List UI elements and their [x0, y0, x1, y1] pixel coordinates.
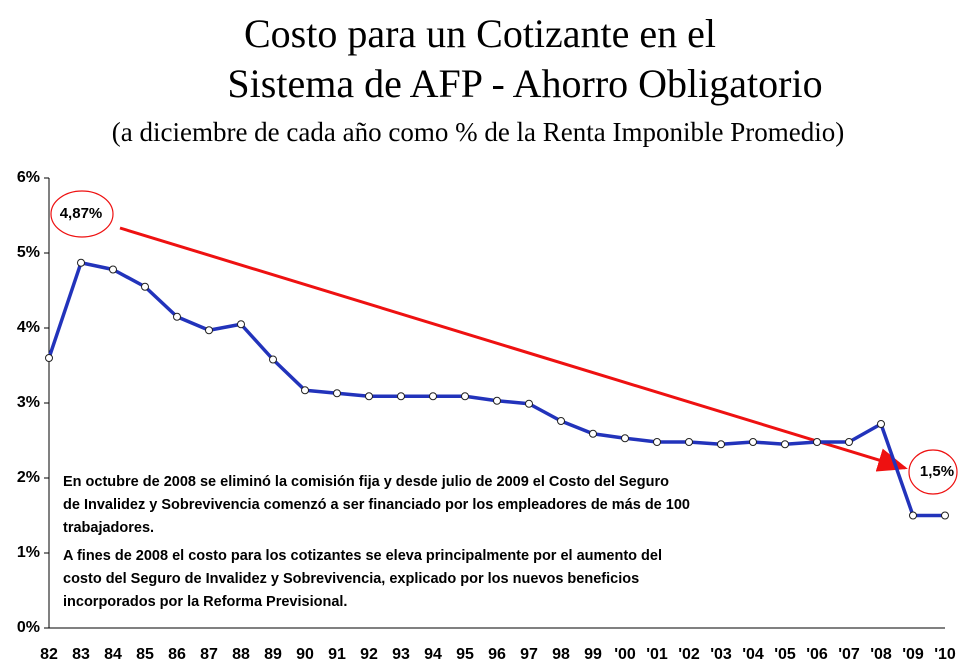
chart-title: Sistema de AFP - Ahorro Obligatorio [227, 61, 822, 106]
point [717, 440, 725, 449]
highlight-circle [908, 449, 958, 495]
x-tick-label: 96 [488, 646, 506, 663]
point [429, 392, 437, 401]
note: incorporados por la Reforma Previsional. [63, 594, 347, 610]
x-tick-label: 85 [136, 646, 154, 663]
highlight-circle [50, 190, 114, 238]
x-tick-label: 92 [360, 646, 378, 663]
point [205, 326, 213, 335]
point [877, 420, 885, 428]
chart-title: Costo para un Cotizante en el [244, 11, 716, 56]
point [45, 354, 53, 362]
point [109, 265, 117, 274]
point [77, 258, 85, 267]
point [845, 438, 853, 446]
point [813, 438, 821, 446]
x-tick-label: '01 [646, 646, 668, 663]
x-tick-label: 93 [392, 646, 410, 663]
point [749, 438, 757, 446]
x-tick-label: 88 [232, 646, 250, 663]
point [909, 511, 917, 520]
point [525, 399, 533, 408]
y-tick-label: 0% [17, 619, 40, 636]
note: En octubre de 2008 se eliminó la comisió… [63, 474, 669, 490]
point [301, 386, 309, 395]
point [397, 392, 405, 401]
point [589, 429, 597, 438]
y-tick-label: 2% [17, 469, 40, 486]
y-tick-label: 3% [17, 394, 40, 411]
value-label: 4,87% [60, 205, 103, 222]
point [365, 392, 373, 401]
x-tick-label: 91 [328, 646, 346, 663]
point [269, 355, 277, 364]
point [173, 312, 181, 321]
x-tick-label: '02 [678, 646, 700, 663]
note: A fines de 2008 el costo para los cotiza… [63, 548, 662, 564]
x-tick-label: 87 [200, 646, 218, 663]
point [621, 434, 629, 443]
point [685, 438, 693, 446]
y-tick-label: 5% [17, 244, 40, 261]
x-tick-label: '00 [614, 646, 636, 663]
point [333, 389, 341, 398]
x-tick-label: 82 [40, 646, 58, 663]
x-tick-label: 83 [72, 646, 90, 663]
x-tick-label: 90 [296, 646, 314, 663]
point [941, 511, 949, 520]
y-tick-label: 4% [17, 319, 40, 336]
y-tick-label: 6% [17, 169, 40, 186]
x-tick-label: '08 [870, 646, 892, 663]
x-tick-label: '05 [774, 646, 796, 663]
note: costo del Seguro de Invalidez y Sobreviv… [63, 571, 639, 587]
x-tick-label: 84 [104, 646, 122, 663]
point [653, 438, 661, 446]
x-tick-label: '09 [902, 646, 924, 663]
point [461, 392, 469, 401]
note: de Invalidez y Sobrevivencia comenzó a s… [63, 497, 690, 513]
x-tick-label: '03 [710, 646, 732, 663]
note: trabajadores. [63, 520, 154, 536]
x-tick-label: 95 [456, 646, 474, 663]
x-tick-label: 99 [584, 646, 602, 663]
point [141, 282, 149, 291]
y-tick-label: 1% [17, 544, 40, 561]
x-tick-label: 89 [264, 646, 282, 663]
point [557, 417, 565, 425]
trend-arrow [119, 226, 908, 472]
point [493, 396, 501, 405]
x-tick-label: 94 [424, 646, 442, 663]
x-tick-label: 86 [168, 646, 186, 663]
x-tick-label: '06 [806, 646, 828, 663]
x-tick-label: 97 [520, 646, 538, 663]
point [237, 320, 245, 329]
x-tick-label: '10 [934, 646, 956, 663]
x-tick-label: 98 [552, 646, 570, 663]
value-label: 1,5% [920, 463, 954, 480]
chart-subtitle: (a diciembre de cada año como % de la Re… [112, 117, 844, 147]
x-tick-label: '07 [838, 646, 860, 663]
x-tick-label: '04 [742, 646, 764, 663]
point [781, 440, 789, 449]
